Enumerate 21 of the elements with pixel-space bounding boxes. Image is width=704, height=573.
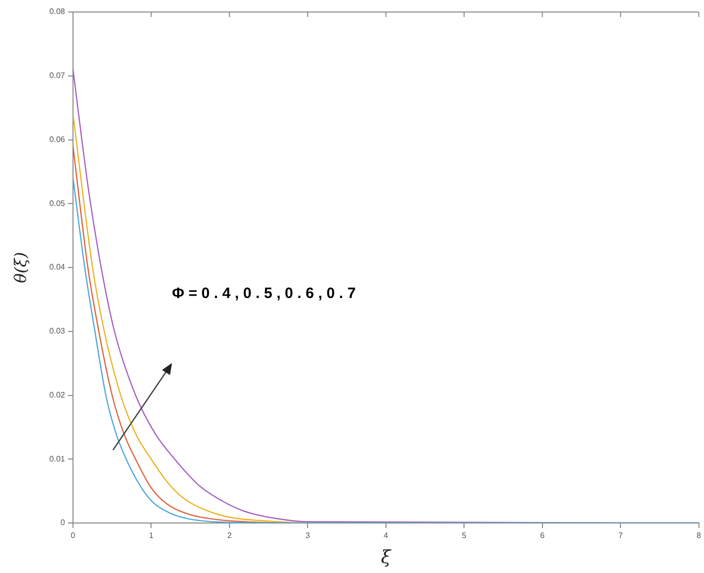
- y-tick-label: 0.06: [49, 134, 66, 144]
- y-tick-label: 0.08: [49, 7, 66, 16]
- x-tick-label: 0: [70, 531, 76, 540]
- x-tick-label: 1: [148, 531, 154, 540]
- x-tick-label: 3: [305, 531, 310, 540]
- annotation: Φ = 0 . 4 , 0 . 5 , 0 . 6 , 0 . 7: [172, 285, 356, 302]
- y-tick-label: 0.04: [49, 262, 66, 272]
- y-tick-label: 0.07: [49, 71, 66, 80]
- y-tick-label: 0.01: [49, 454, 66, 464]
- y-tick-label: 0.02: [49, 390, 66, 400]
- x-tick-label: 5: [462, 531, 467, 540]
- y-tick-label: 0.03: [49, 326, 66, 336]
- x-tick-label: 6: [540, 531, 546, 540]
- y-axis-title: θ(ξ): [10, 252, 30, 283]
- x-tick-label: 4: [384, 531, 389, 540]
- y-tick-label: 0.05: [49, 198, 66, 208]
- x-tick-label: 7: [618, 531, 624, 540]
- y-tick-label: 0: [60, 518, 66, 528]
- x-axis-title: ξ: [380, 546, 392, 568]
- x-tick-label: 8: [696, 531, 702, 540]
- x-tick-label: 2: [227, 531, 232, 540]
